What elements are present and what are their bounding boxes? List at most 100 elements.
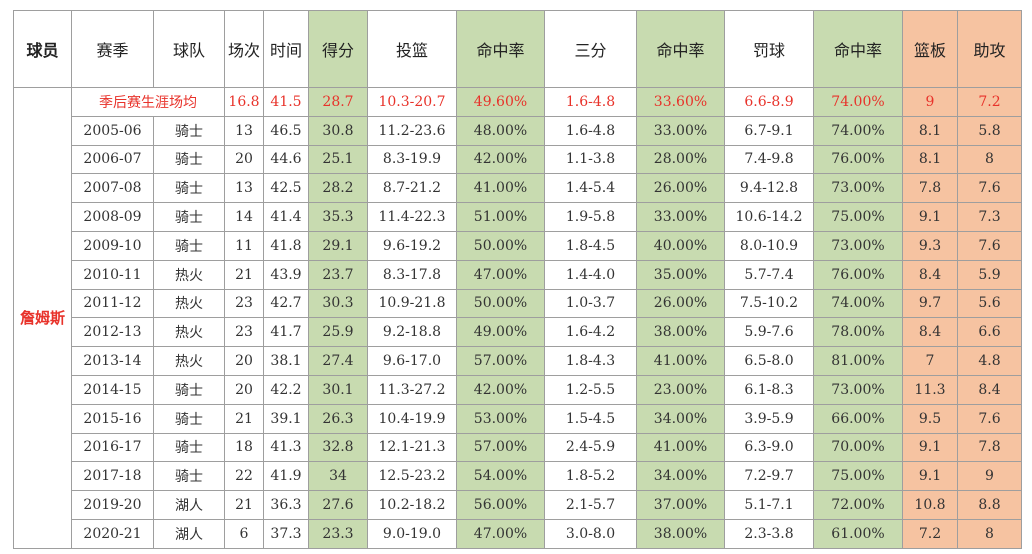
fg-pct-cell: 51.00% — [456, 202, 545, 232]
ft-cell: 2.3-3.8 — [724, 518, 814, 549]
minutes-cell: 41.8 — [263, 230, 309, 261]
points-cell: 26.3 — [308, 403, 368, 434]
assists-cell: 5.6 — [957, 288, 1022, 319]
rebounds-cell: 8.4 — [902, 259, 958, 290]
season-cell: 2005-06 — [71, 115, 154, 146]
season-cell: 2015-16 — [71, 403, 154, 434]
header-ft: 罚球 — [724, 10, 814, 88]
games-cell: 6 — [224, 518, 264, 549]
three-cell: 1.8-4.3 — [544, 346, 637, 376]
points-cell: 27.6 — [308, 490, 368, 520]
minutes-cell: 37.3 — [263, 518, 309, 549]
header-rebounds: 篮板 — [902, 10, 958, 88]
three-pct-cell: 41.00% — [636, 432, 725, 463]
header-fg-pct: 命中率 — [456, 10, 545, 88]
three-cell: 1.4-4.0 — [544, 259, 637, 290]
ft-cell: 6.5-8.0 — [724, 346, 814, 376]
three-cell: 1.4-5.4 — [544, 173, 637, 204]
assists-cell: 6.6 — [957, 317, 1022, 348]
ft-pct-cell: 61.00% — [813, 518, 903, 549]
season-row: 2008-09 骑士 14 41.4 35.3 11.4-22.3 51.00% 1.9-5.… — [14, 202, 1022, 232]
fg-cell: 8.7-21.2 — [367, 173, 457, 204]
ft-cell: 6.1-8.3 — [724, 374, 814, 405]
fg-pct-cell: 49.00% — [456, 317, 545, 348]
three-pct-cell: 28.00% — [636, 144, 725, 175]
fg-pct-cell: 47.00% — [456, 518, 545, 549]
ft-pct-cell: 74.00% — [813, 288, 903, 319]
games-cell: 20 — [224, 346, 264, 376]
three-pct-cell: 34.00% — [636, 461, 725, 492]
fg-cell: 12.1-21.3 — [367, 432, 457, 463]
three-pct-cell: 26.00% — [636, 288, 725, 319]
career-label-cell: 季后赛生涯场均 — [71, 87, 225, 117]
season-cell: 2014-15 — [71, 374, 154, 405]
minutes-cell: 42.5 — [263, 173, 309, 204]
points-cell: 35.3 — [308, 202, 368, 232]
minutes-cell: 41.4 — [263, 202, 309, 232]
season-row: 2007-08 骑士 13 42.5 28.2 8.7-21.2 41.00% 1.4-5.4… — [14, 173, 1022, 204]
fg-cell: 8.3-19.9 — [367, 144, 457, 175]
three-pct-cell: 26.00% — [636, 173, 725, 204]
season-row: 2006-07 骑士 20 44.6 25.1 8.3-19.9 42.00% 1.1-3.8… — [14, 144, 1022, 175]
minutes-cell: 39.1 — [263, 403, 309, 434]
season-row: 2005-06 骑士 13 46.5 30.8 11.2-23.6 48.00% 1.6-4.… — [14, 115, 1022, 146]
fg-pct-cell: 47.00% — [456, 259, 545, 290]
season-cell: 2007-08 — [71, 173, 154, 204]
season-cell: 2017-18 — [71, 461, 154, 492]
assists-cell: 7.8 — [957, 432, 1022, 463]
ft-pct-cell: 75.00% — [813, 202, 903, 232]
games-cell: 21 — [224, 403, 264, 434]
rebounds-cell: 10.8 — [902, 490, 958, 520]
games-cell: 20 — [224, 374, 264, 405]
ft-cell: 7.2-9.7 — [724, 461, 814, 492]
career-points-cell: 28.7 — [308, 87, 368, 117]
fg-cell: 11.2-23.6 — [367, 115, 457, 146]
team-cell: 骑士 — [153, 115, 225, 146]
fg-cell: 10.9-21.8 — [367, 288, 457, 319]
three-pct-cell: 38.00% — [636, 518, 725, 549]
rebounds-cell: 8.4 — [902, 317, 958, 348]
career-assists-cell: 7.2 — [957, 87, 1022, 117]
fg-pct-cell: 56.00% — [456, 490, 545, 520]
team-cell: 热火 — [153, 346, 225, 376]
ft-pct-cell: 73.00% — [813, 173, 903, 204]
three-pct-cell: 37.00% — [636, 490, 725, 520]
three-cell: 1.6-4.8 — [544, 115, 637, 146]
team-cell: 骑士 — [153, 202, 225, 232]
season-cell: 2006-07 — [71, 144, 154, 175]
season-cell: 2019-20 — [71, 490, 154, 520]
header-three-pct: 命中率 — [636, 10, 725, 88]
games-cell: 21 — [224, 259, 264, 290]
playoff-stats-table: 球员 赛季 球队 场次 时间 得分 投篮 命中率 三分 命中率 罚球 命中率 篮板 助攻 詹姆斯 季后赛生涯… — [13, 10, 1022, 549]
games-cell: 13 — [224, 115, 264, 146]
fg-pct-cell: 42.00% — [456, 374, 545, 405]
minutes-cell: 38.1 — [263, 346, 309, 376]
three-cell: 1.5-4.5 — [544, 403, 637, 434]
ft-cell: 10.6-14.2 — [724, 202, 814, 232]
rebounds-cell: 9.3 — [902, 230, 958, 261]
fg-cell: 12.5-23.2 — [367, 461, 457, 492]
games-cell: 20 — [224, 144, 264, 175]
games-cell: 23 — [224, 288, 264, 319]
minutes-cell: 43.9 — [263, 259, 309, 290]
career-average-row: 詹姆斯 季后赛生涯场均 16.8 41.5 28.7 10.3-20.7 49.60% 1.6… — [13, 87, 1022, 549]
season-cell: 2020-21 — [71, 518, 154, 549]
season-row: 2014-15 骑士 20 42.2 30.1 11.3-27.2 42.00% 1.2-5.… — [14, 374, 1022, 405]
ft-cell: 3.9-5.9 — [724, 403, 814, 434]
season-cell: 2012-13 — [71, 317, 154, 348]
fg-pct-cell: 53.00% — [456, 403, 545, 434]
fg-cell: 9.6-17.0 — [367, 346, 457, 376]
assists-cell: 7.3 — [957, 202, 1022, 232]
assists-cell: 8.8 — [957, 490, 1022, 520]
games-cell: 22 — [224, 461, 264, 492]
header-player: 球员 — [13, 10, 72, 88]
three-cell: 1.0-3.7 — [544, 288, 637, 319]
team-cell: 骑士 — [153, 173, 225, 204]
rebounds-cell: 8.1 — [902, 115, 958, 146]
ft-cell: 5.1-7.1 — [724, 490, 814, 520]
header-season: 赛季 — [71, 10, 154, 88]
ft-cell: 8.0-10.9 — [724, 230, 814, 261]
games-cell: 11 — [224, 230, 264, 261]
points-cell: 28.2 — [308, 173, 368, 204]
team-cell: 骑士 — [153, 144, 225, 175]
